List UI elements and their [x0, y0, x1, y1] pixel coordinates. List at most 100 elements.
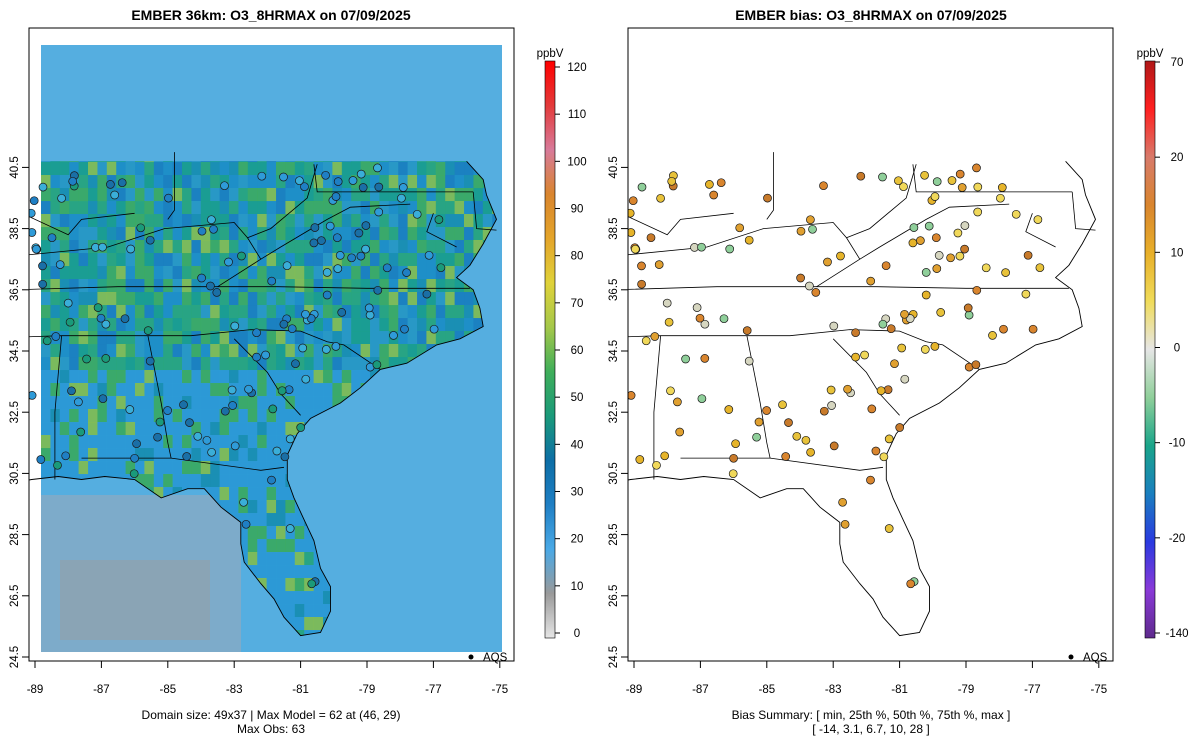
x-tick-label: -85	[758, 684, 775, 696]
aqs-site-marker	[42, 336, 52, 346]
y-tick-label: 36.5	[608, 279, 620, 301]
aqs-site-marker	[193, 431, 203, 441]
aqs-site-marker	[155, 417, 165, 427]
aqs-site-marker	[207, 447, 216, 457]
state-border	[29, 286, 470, 290]
aqs-site-marker	[287, 324, 297, 334]
colorbar-tick-label: -20	[1169, 533, 1186, 545]
aqs-observation-points	[29, 163, 446, 589]
x-tick-label: -87	[692, 684, 709, 696]
aqs-site-marker	[422, 289, 432, 299]
colorbar-tick-label: 30	[571, 487, 584, 499]
aqs-bias-marker	[628, 391, 636, 400]
aqs-site-marker	[130, 453, 139, 463]
aqs-site-marker	[310, 223, 320, 232]
aqs-bias-marker	[628, 208, 635, 218]
aqs-bias-marker	[744, 356, 754, 366]
aqs-site-marker	[295, 176, 304, 186]
aqs-site-marker	[298, 343, 308, 353]
aqs-site-marker	[272, 446, 282, 456]
colorbar-tick-label: 0	[574, 628, 580, 640]
y-tick-label: 24.5	[9, 646, 21, 668]
aqs-bias-marker	[641, 336, 651, 346]
aqs-bias-marker	[628, 228, 636, 237]
aqs-site-marker	[145, 356, 155, 366]
aqs-bias-marker	[953, 228, 963, 238]
aqs-site-marker	[29, 391, 37, 400]
right-colorbar-unit: ppbV	[1137, 48, 1164, 60]
aqs-site-marker	[282, 261, 292, 271]
state-border	[653, 335, 661, 480]
aqs-bias-marker	[955, 169, 965, 179]
aqs-bias-marker	[973, 207, 983, 217]
aqs-site-marker	[389, 331, 398, 340]
left-map-area	[29, 28, 514, 661]
state-border	[680, 335, 771, 459]
aqs-bias-marker	[1001, 268, 1010, 277]
aqs-bias-marker	[742, 326, 752, 335]
aqs-site-marker	[358, 183, 368, 192]
y-tick-label: 38.5	[608, 217, 620, 239]
aqs-site-marker	[267, 276, 277, 286]
aqs-bias-marker	[916, 236, 925, 245]
aqs-bias-marker	[908, 238, 918, 248]
y-tick-label: 24.5	[608, 646, 620, 668]
aqs-bias-marker	[700, 319, 710, 329]
aqs-site-marker	[129, 469, 139, 479]
aqs-bias-marker	[801, 435, 811, 445]
aqs-site-marker	[110, 190, 120, 200]
left-panel-title: EMBER 36km: O3_8HRMAX on 07/09/2025	[131, 7, 411, 23]
aqs-site-marker	[76, 427, 86, 437]
aqs-bias-marker	[884, 524, 894, 533]
aqs-site-marker	[424, 250, 434, 260]
bias-observation-points	[628, 163, 1045, 589]
aqs-site-marker	[429, 324, 439, 334]
aqs-bias-marker	[957, 183, 967, 192]
aqs-bias-marker	[662, 298, 672, 308]
aqs-site-marker	[185, 418, 194, 427]
left-colorbar-unit: ppbV	[537, 48, 564, 60]
aqs-site-marker	[136, 223, 146, 233]
aqs-bias-marker	[920, 345, 930, 354]
aqs-site-marker	[337, 308, 347, 317]
aqs-bias-marker	[1023, 250, 1033, 260]
aqs-site-marker	[301, 309, 310, 319]
aqs-bias-marker	[829, 321, 839, 331]
aqs-site-marker	[285, 434, 295, 444]
aqs-site-marker	[268, 404, 278, 414]
aqs-site-marker	[241, 519, 251, 529]
aqs-site-marker	[322, 268, 332, 277]
right-y-axis: 24.5 26.5 28.5 30.5 32.5 34.5 36.5 38.5 40.5	[608, 156, 628, 668]
aqs-site-marker	[202, 435, 212, 445]
left-panel: EMBER 36km: O3_8HRMAX on 07/09/2025 -89-…	[9, 7, 587, 736]
x-tick-label: -77	[425, 684, 442, 696]
aqs-legend-marker	[1068, 654, 1074, 660]
aqs-bias-marker	[728, 469, 738, 479]
aqs-bias-marker	[635, 455, 645, 464]
aqs-site-marker	[364, 303, 374, 313]
right-x-axis: -89 -87 -85 -83 -81 -79 -77 -75	[626, 661, 1107, 696]
aqs-bias-marker	[805, 281, 814, 291]
left-y-axis: 24.5 26.5 28.5 30.5 32.5 34.5 36.5 38.5 40.5	[9, 156, 29, 668]
left-x-axis: -89 -87 -85 -83 -81 -79 -77 -75	[27, 661, 508, 696]
y-tick-label: 36.5	[9, 279, 21, 301]
aqs-site-marker	[74, 397, 83, 407]
aqs-bias-marker	[886, 324, 896, 334]
aqs-site-marker	[31, 244, 41, 254]
aqs-bias-marker	[729, 453, 738, 463]
aqs-bias-marker	[724, 405, 734, 414]
aqs-bias-marker	[716, 178, 726, 188]
right-colorbar	[1144, 60, 1156, 639]
aqs-site-marker	[145, 235, 155, 245]
aqs-bias-marker	[697, 394, 707, 404]
aqs-bias-marker	[897, 343, 907, 353]
colorbar-tick-label: 20	[571, 534, 584, 546]
aqs-bias-marker	[823, 257, 832, 267]
aqs-site-marker	[332, 233, 342, 243]
aqs-bias-marker	[819, 181, 828, 191]
colorbar-tick-label: 50	[571, 392, 584, 404]
aqs-bias-marker	[652, 460, 661, 470]
aqs-site-marker	[261, 350, 270, 360]
x-tick-label: -75	[1090, 684, 1107, 696]
state-border	[766, 152, 774, 220]
